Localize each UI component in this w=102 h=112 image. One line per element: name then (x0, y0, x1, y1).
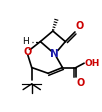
Text: N: N (50, 49, 59, 59)
Text: OH: OH (85, 59, 100, 68)
Text: O: O (76, 20, 84, 31)
Text: H: H (22, 37, 29, 46)
Text: O: O (24, 47, 32, 57)
Text: O: O (77, 78, 85, 88)
Bar (25, 50, 30, 55)
Bar (52, 51, 58, 57)
